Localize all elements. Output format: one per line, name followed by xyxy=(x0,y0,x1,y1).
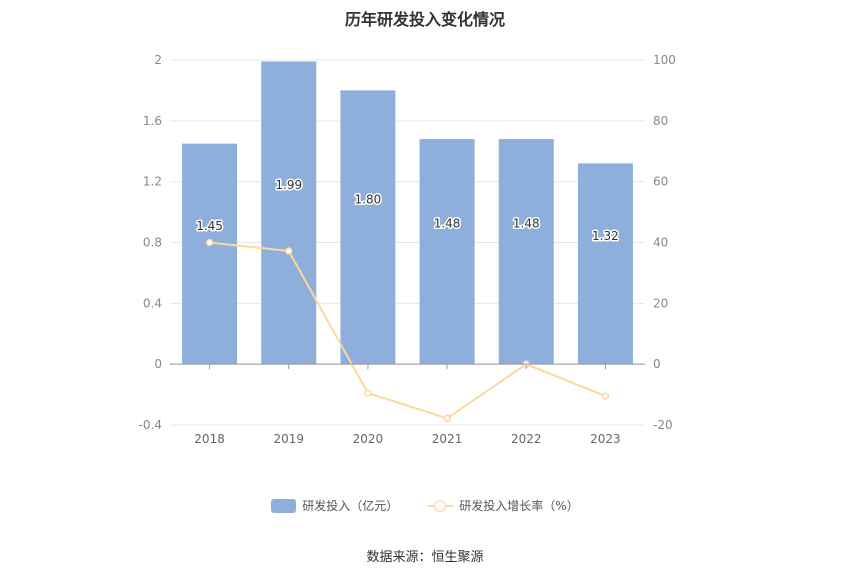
bar-value-label: 1.32 xyxy=(592,229,619,243)
grid-layer xyxy=(170,59,645,426)
x-tick-label: 2020 xyxy=(353,432,384,446)
bar xyxy=(182,143,238,365)
legend-label-rd-investment: 研发投入（亿元） xyxy=(302,499,399,513)
y-left-tick-label: -0.4 xyxy=(139,418,162,432)
growth-rate-point xyxy=(443,414,451,423)
x-tick-label: 2022 xyxy=(511,432,542,446)
bar-value-label: 1.45 xyxy=(196,219,223,233)
bar-value-label: 1.80 xyxy=(355,192,382,206)
bar-layer xyxy=(182,61,633,365)
y-left-tick-label: 2 xyxy=(154,53,162,67)
y-right-tick-label: 80 xyxy=(653,114,668,128)
bar-value-label: 1.99 xyxy=(275,178,302,192)
y-right-tick-label: -20 xyxy=(653,418,673,432)
y-right-tick-label: 0 xyxy=(653,357,661,371)
legend-label-growth-rate: 研发投入增长率（%） xyxy=(459,499,579,513)
bar xyxy=(340,90,396,365)
y-right-tick-label: 100 xyxy=(653,53,676,67)
legend-item-growth-rate[interactable]: 研发投入增长率（%） xyxy=(428,497,579,514)
y-left-tick-label: 1.2 xyxy=(143,175,162,189)
bar xyxy=(498,139,554,365)
growth-rate-line xyxy=(209,241,606,420)
label-layer: 1.45 1.99 1.80 1.48 1.48 1.32 xyxy=(195,176,621,244)
y-left-tick-label: 0 xyxy=(154,357,162,371)
bar-swatch-icon xyxy=(271,498,297,513)
growth-rate-point xyxy=(601,392,610,400)
growth-rate-point xyxy=(285,247,293,255)
source-note: 数据来源：恒生聚源 xyxy=(366,550,484,565)
x-tick-label: 2023 xyxy=(590,432,621,446)
chart-title: 历年研发投入变化情况 xyxy=(344,10,505,29)
y-right-tick-label: 20 xyxy=(653,296,668,310)
line-swatch-icon xyxy=(428,499,454,513)
legend: 研发投入（亿元） 研发投入增长率（%） xyxy=(0,497,850,514)
y-left-tick-label: 0.8 xyxy=(143,236,162,250)
bar-value-label: 1.48 xyxy=(434,217,461,231)
bar xyxy=(419,139,475,365)
bar xyxy=(261,61,317,365)
bar-value-label: 1.48 xyxy=(513,217,540,231)
x-tick-label: 2018 xyxy=(194,432,225,446)
y-right-tick-label: 40 xyxy=(653,236,668,250)
axis-layer: -0.4 0 0.4 0.8 1.2 1.6 2 -20 0 20 40 60 80 100 2018 201… xyxy=(139,53,676,446)
y-left-tick-label: 0.4 xyxy=(143,296,162,310)
x-tick-label: 2021 xyxy=(432,432,463,446)
x-tick-label: 2019 xyxy=(273,432,304,446)
y-left-tick-label: 1.6 xyxy=(143,114,162,128)
growth-rate-point xyxy=(364,389,372,397)
growth-rate-point xyxy=(205,238,214,247)
bar xyxy=(577,163,633,365)
legend-item-rd-investment[interactable]: 研发投入（亿元） xyxy=(271,497,398,514)
y-right-tick-label: 60 xyxy=(653,175,668,189)
